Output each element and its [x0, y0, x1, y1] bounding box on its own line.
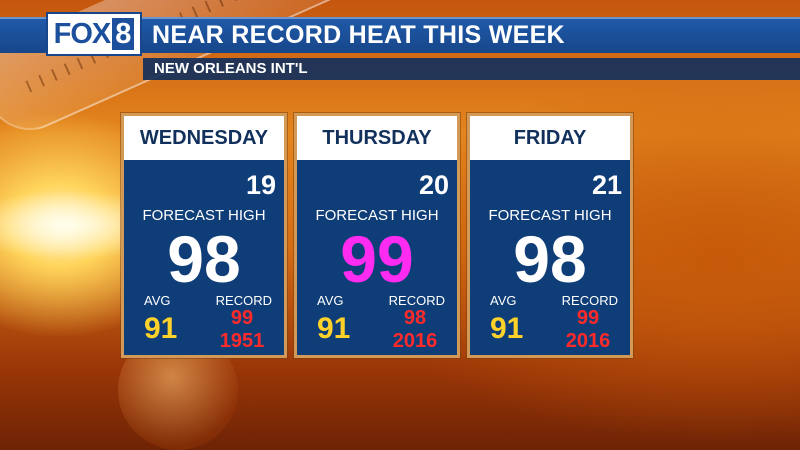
forecast-high-value: 98: [167, 222, 241, 296]
location-bar: [143, 58, 800, 80]
forecast-high-value: 99: [340, 222, 414, 296]
day-card-friday: FRIDAY 21 FORECAST HIGH 98 AVG RECORD 91…: [467, 113, 633, 358]
forecast-high-label: FORECAST HIGH: [315, 207, 439, 224]
day-name: FRIDAY: [470, 116, 630, 160]
logo-text: FOX: [53, 17, 112, 50]
avg-label: AVG: [144, 293, 171, 308]
record-year: 2016: [565, 330, 611, 352]
day-name: THURSDAY: [297, 116, 457, 160]
day-date: 20: [418, 170, 449, 200]
record-value: 99: [230, 307, 254, 329]
day-date: 19: [245, 170, 276, 200]
record-year: 2016: [392, 330, 438, 352]
day-name: WEDNESDAY: [124, 116, 284, 160]
forecast-high-value: 98: [513, 222, 587, 296]
avg-value: 91: [317, 312, 351, 345]
record-value: 98: [403, 307, 427, 329]
forecast-high-label: FORECAST HIGH: [142, 207, 266, 224]
day-card-thursday: THURSDAY 20 FORECAST HIGH 99 AVG RECORD …: [294, 113, 460, 358]
record-label: RECORD: [561, 293, 618, 308]
logo-number: 8: [112, 18, 135, 50]
fox8-logo: FOX 8: [46, 12, 142, 56]
avg-value: 91: [144, 312, 178, 345]
avg-value: 91: [490, 312, 524, 345]
forecast-high-label: FORECAST HIGH: [488, 207, 612, 224]
location-label: NEW ORLEANS INT'L: [154, 60, 308, 77]
record-value: 99: [576, 307, 600, 329]
day-card-wednesday: WEDNESDAY 19 FORECAST HIGH 98 AVG RECORD…: [121, 113, 287, 358]
avg-label: AVG: [490, 293, 517, 308]
avg-label: AVG: [317, 293, 344, 308]
record-label: RECORD: [388, 293, 445, 308]
record-year: 1951: [219, 330, 265, 352]
day-date: 21: [591, 170, 622, 200]
headline: NEAR RECORD HEAT THIS WEEK: [152, 21, 565, 49]
record-label: RECORD: [215, 293, 272, 308]
